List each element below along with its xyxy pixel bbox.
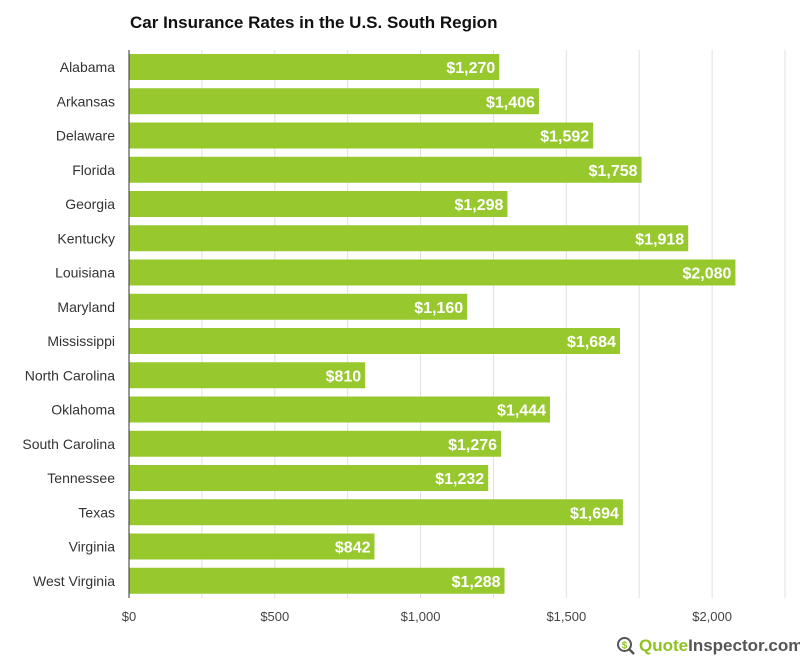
data-label: $1,288 xyxy=(452,574,501,591)
category-label: Delaware xyxy=(56,128,115,144)
svg-text:$: $ xyxy=(622,641,628,652)
x-tick-label: $1,000 xyxy=(401,609,441,624)
bar xyxy=(129,225,689,252)
data-label: $842 xyxy=(335,540,371,557)
bar xyxy=(129,362,366,389)
category-label: West Virginia xyxy=(33,573,115,589)
bar xyxy=(129,396,551,423)
logo-text-quote: Quote xyxy=(639,636,689,655)
bar xyxy=(129,430,502,457)
data-label: $1,276 xyxy=(448,437,497,454)
category-label: Kentucky xyxy=(57,230,115,246)
data-label: $1,918 xyxy=(635,231,684,248)
bar xyxy=(129,533,375,560)
data-label: $1,232 xyxy=(435,471,484,488)
x-tick-label: $1,500 xyxy=(546,609,586,624)
category-label: Alabama xyxy=(60,59,115,75)
category-label: Georgia xyxy=(65,196,115,212)
data-label: $1,270 xyxy=(446,60,495,77)
bar xyxy=(129,259,736,286)
data-label: $1,758 xyxy=(589,163,638,180)
data-label: $1,684 xyxy=(567,334,616,351)
category-label: Mississippi xyxy=(47,333,115,349)
bar xyxy=(129,499,623,526)
bar xyxy=(129,88,539,115)
category-label: South Carolina xyxy=(22,436,115,452)
category-label: Louisiana xyxy=(55,265,115,281)
chart-title: Car Insurance Rates in the U.S. South Re… xyxy=(130,13,498,32)
bar xyxy=(129,122,594,149)
x-tick-label: $0 xyxy=(122,609,136,624)
category-label: North Carolina xyxy=(25,367,115,383)
logo-text-inspector: Inspector.com xyxy=(688,636,800,655)
category-label: Oklahoma xyxy=(51,402,115,418)
bar xyxy=(129,465,489,491)
bar xyxy=(129,328,620,354)
bar xyxy=(129,54,500,80)
data-label: $1,592 xyxy=(540,129,589,146)
data-label: $2,080 xyxy=(682,266,731,283)
data-label: $1,160 xyxy=(414,300,463,317)
category-label: Tennessee xyxy=(47,470,115,486)
dollar-magnifier-icon: $ xyxy=(617,637,635,655)
category-label: Arkansas xyxy=(57,93,115,109)
data-label: $1,444 xyxy=(497,403,546,420)
bar xyxy=(129,156,642,183)
category-label: Maryland xyxy=(57,299,115,315)
bar xyxy=(129,191,508,217)
category-label: Virginia xyxy=(69,539,116,555)
data-label: $1,694 xyxy=(570,505,619,522)
data-label: $810 xyxy=(326,368,362,385)
x-tick-label: $2,000 xyxy=(692,609,732,624)
bar xyxy=(129,567,505,594)
bar xyxy=(129,293,468,320)
x-tick-label: $500 xyxy=(260,609,289,624)
data-label: $1,406 xyxy=(486,94,535,111)
quoteinspector-logo: $ QuoteInspector.com xyxy=(616,636,800,656)
category-label: Texas xyxy=(78,504,115,520)
data-label: $1,298 xyxy=(455,197,504,214)
category-label: Florida xyxy=(72,162,115,178)
